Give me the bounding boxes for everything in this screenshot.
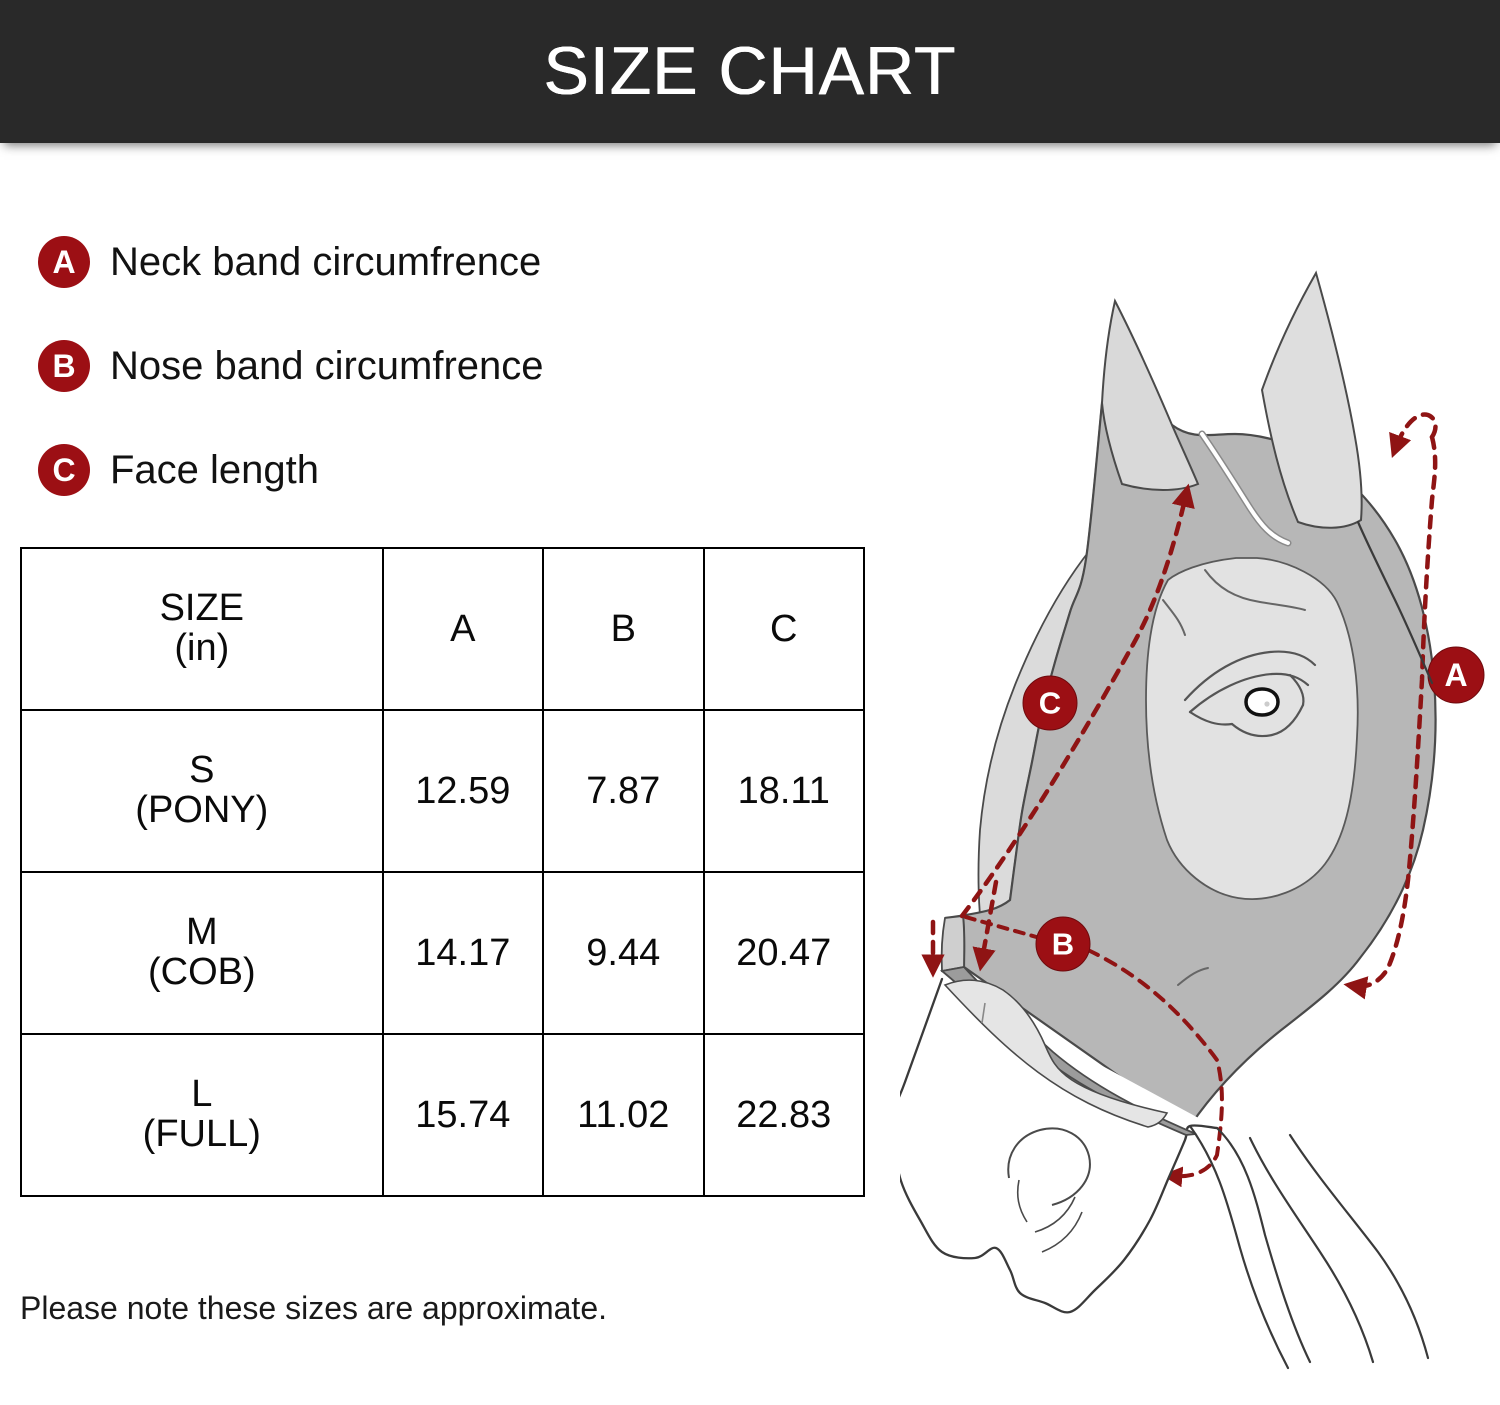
svg-text:B: B <box>1052 927 1074 962</box>
svg-text:C: C <box>1039 686 1061 721</box>
svg-text:A: A <box>1444 657 1467 693</box>
